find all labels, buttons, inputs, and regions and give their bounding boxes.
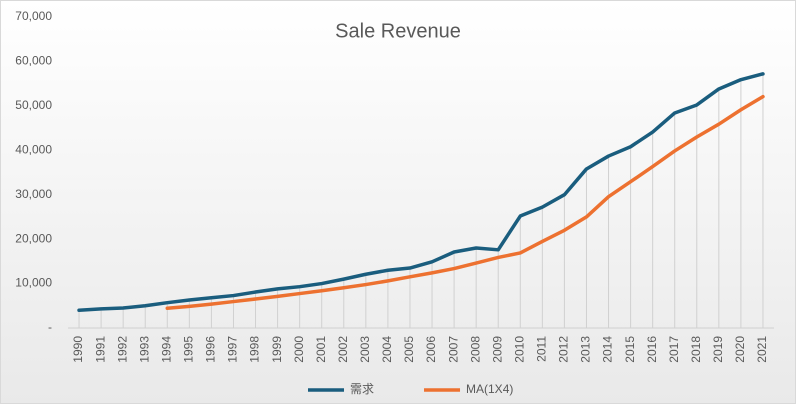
y-tick-label: 20,000: [15, 231, 52, 245]
x-tick-label: 2017: [667, 336, 681, 363]
x-tick-label: 1996: [204, 336, 218, 363]
x-tick-label: 2016: [645, 336, 659, 363]
x-tick-label: 2006: [424, 336, 438, 363]
x-tick-label: 2009: [490, 336, 504, 363]
x-tick-label: 2018: [689, 336, 703, 363]
y-tick-label: 60,000: [15, 54, 52, 68]
x-tick-label: 1992: [115, 336, 129, 363]
x-tick-label: 2011: [535, 336, 549, 362]
x-tick-label: 2008: [468, 336, 482, 363]
x-tick-label: 2010: [512, 336, 526, 363]
x-tick-label: 1997: [226, 336, 240, 363]
x-tick-label: 2015: [623, 336, 637, 363]
y-tick-label: 10,000: [15, 276, 52, 290]
x-tick-label: 2001: [314, 336, 328, 363]
x-tick-label: 1991: [93, 336, 107, 363]
x-tick-label: 2002: [336, 336, 350, 363]
legend-label: MA(1X4): [466, 382, 513, 396]
x-tick-label: 1990: [71, 336, 85, 363]
x-tick-label: 1994: [159, 336, 173, 363]
x-tick-label: 2004: [380, 336, 394, 363]
x-tick-label: 2005: [402, 336, 416, 363]
x-tick-label: 2014: [601, 336, 615, 363]
x-tick-label: 1993: [137, 336, 151, 363]
x-tick-label: 2019: [711, 336, 725, 363]
x-tick-label: 2012: [557, 336, 571, 363]
y-tick-label: 30,000: [15, 187, 52, 201]
y-tick-label: -: [48, 320, 52, 334]
x-tick-label: 2021: [755, 336, 769, 363]
x-tick-label: 1999: [270, 336, 284, 363]
legend-label: 需求: [350, 382, 374, 396]
y-tick-label: 70,000: [15, 9, 52, 23]
series-line: [77, 72, 765, 312]
x-tick-label: 2007: [446, 336, 460, 363]
x-tick-label: 2003: [358, 336, 372, 363]
x-tick-label: 2013: [579, 336, 593, 363]
y-tick-label: 40,000: [15, 142, 52, 156]
x-tick-label: 2000: [292, 336, 306, 363]
x-tick-label: 2020: [733, 336, 747, 363]
x-tick-label: 1995: [182, 336, 196, 363]
x-tick-label: 1998: [248, 336, 262, 363]
chart-title: Sale Revenue: [335, 20, 461, 42]
y-tick-label: 50,000: [15, 98, 52, 112]
series-line: [165, 94, 765, 310]
